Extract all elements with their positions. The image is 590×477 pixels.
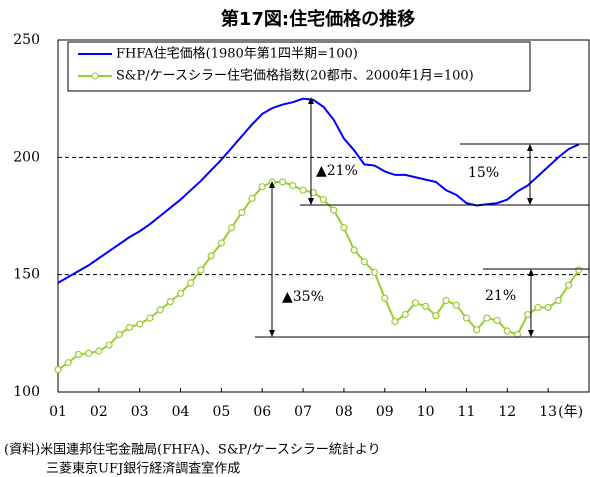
marker — [197, 266, 205, 274]
x-tick-label: 07 — [294, 404, 312, 420]
marker — [207, 252, 215, 260]
marker — [176, 289, 185, 298]
marker — [156, 306, 164, 314]
marker — [115, 330, 123, 339]
arrow-heads — [269, 97, 534, 337]
marker — [401, 310, 409, 319]
marker — [74, 350, 83, 359]
marker — [105, 341, 113, 349]
marker — [462, 314, 471, 322]
marker — [493, 316, 501, 325]
marker — [238, 208, 246, 217]
series-line — [57, 97, 580, 284]
x-tick-label: 01 — [49, 404, 67, 420]
source-note: 三菱東京UFJ銀行経済調査室作成 — [46, 461, 240, 477]
marker — [483, 314, 491, 322]
marker — [217, 239, 225, 247]
marker — [391, 318, 399, 326]
plot-frame — [57, 39, 590, 393]
marker — [473, 326, 481, 334]
marker — [534, 303, 542, 312]
marker — [125, 323, 134, 332]
marker — [299, 186, 307, 194]
marker — [309, 188, 317, 197]
x-tick-label: 13 — [539, 404, 557, 420]
legend-marker — [91, 72, 99, 80]
x-tick-label: 04 — [172, 404, 190, 420]
x-axis-label: (年) — [558, 404, 583, 420]
annotation-lines — [255, 99, 589, 338]
chart-title: 第17図:住宅価格の推移 — [221, 8, 415, 30]
marker — [350, 246, 358, 254]
marker — [564, 281, 573, 289]
marker — [411, 299, 420, 307]
x-tick-label: 08 — [335, 404, 353, 420]
x-tick-label: 03 — [131, 404, 149, 420]
annotation: ▲35% — [282, 289, 324, 305]
annotation: ▲21% — [316, 163, 358, 179]
x-tick-label: 02 — [90, 404, 108, 420]
marker — [227, 224, 236, 232]
x-tick-label: 06 — [253, 404, 271, 420]
marker — [146, 314, 154, 322]
marker — [258, 183, 266, 191]
marker — [289, 181, 297, 190]
x-tick-label: 11 — [458, 404, 476, 420]
marker — [442, 296, 450, 305]
marker — [319, 195, 328, 204]
legend-label: S&P/ケースシラー住宅価格指数(20都市、2000年1月=100) — [116, 68, 474, 84]
y-tick-label: 250 — [13, 32, 40, 48]
marker — [422, 302, 430, 310]
y-tick-label: 200 — [13, 149, 40, 165]
legend-box — [67, 41, 531, 92]
marker — [248, 194, 256, 202]
marker — [575, 266, 583, 274]
marker — [452, 301, 460, 309]
marker — [370, 268, 379, 276]
annotation: 15% — [468, 165, 499, 181]
marker — [554, 296, 562, 305]
marker — [432, 312, 440, 320]
marker — [513, 330, 522, 339]
marker — [187, 279, 195, 287]
x-tick-label: 10 — [417, 404, 435, 420]
marker — [360, 258, 368, 266]
y-tick-label: 100 — [13, 384, 40, 400]
marker — [524, 310, 532, 319]
marker — [95, 347, 103, 355]
marker — [136, 320, 144, 328]
marker — [54, 366, 62, 374]
marker — [503, 327, 511, 335]
y-tick-label: 150 — [13, 267, 40, 283]
x-tick-label: 09 — [376, 404, 394, 420]
marker — [85, 349, 93, 357]
plot-area: 100 150 200 250 01 02 03 04 05 06 07 08 09 10 11 12 13 (年… — [13, 32, 590, 420]
x-tick-label: 12 — [498, 404, 516, 420]
marker — [64, 359, 72, 367]
legend-label: FHFA住宅価格(1980年第1四半期=100) — [116, 46, 358, 62]
marker — [340, 224, 348, 232]
x-tick-label: 05 — [212, 404, 230, 420]
series-line — [57, 180, 580, 371]
marker — [279, 178, 287, 186]
annotation: 21% — [485, 288, 516, 304]
marker — [330, 206, 338, 214]
marker — [166, 298, 174, 306]
source-note: (資料)米国連邦住宅金融局(FHFA)、S&P/ケースシラー統計より — [4, 442, 381, 458]
marker — [381, 294, 389, 302]
marker — [544, 303, 552, 312]
